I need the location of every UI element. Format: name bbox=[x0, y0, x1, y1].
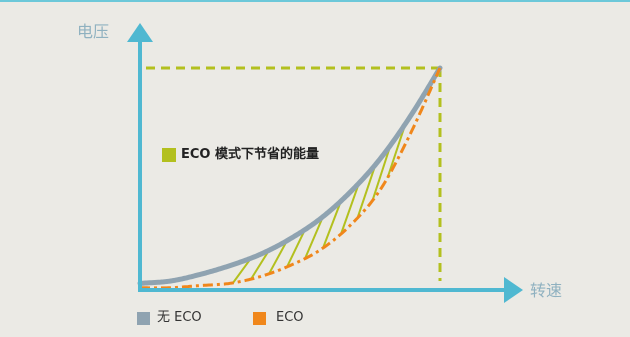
legend-label-no-eco: 无 ECO bbox=[157, 310, 202, 325]
hatch-line bbox=[232, 257, 252, 284]
reference-lines bbox=[146, 66, 442, 281]
saved-energy-hatching bbox=[232, 123, 407, 284]
saved-energy-label: ECO 模式下节省的能量 bbox=[181, 147, 319, 162]
hatch-line bbox=[304, 216, 324, 259]
axes bbox=[127, 23, 523, 303]
legend-label-eco: ECO bbox=[276, 310, 304, 325]
y-axis-arrow bbox=[127, 23, 153, 42]
hatch-line bbox=[371, 144, 392, 201]
series-line-eco bbox=[140, 67, 442, 290]
hatch-line bbox=[356, 164, 377, 219]
x-axis-arrow bbox=[504, 277, 523, 303]
hatch-line bbox=[322, 200, 342, 249]
y-axis-label: 电压 bbox=[77, 22, 110, 41]
legend-swatch-no-eco bbox=[137, 312, 150, 325]
hatch-line bbox=[250, 249, 270, 280]
legend-swatch-eco bbox=[253, 312, 266, 325]
hatch-line bbox=[386, 123, 407, 179]
saved-energy-swatch bbox=[162, 148, 176, 162]
x-axis-label: 转速 bbox=[530, 281, 563, 300]
top-border bbox=[0, 0, 630, 2]
series-line-no-eco bbox=[137, 65, 443, 286]
hatch-line bbox=[268, 240, 288, 275]
hatch-line bbox=[286, 229, 306, 268]
hatch-line bbox=[340, 182, 360, 235]
series-lines bbox=[137, 65, 443, 290]
